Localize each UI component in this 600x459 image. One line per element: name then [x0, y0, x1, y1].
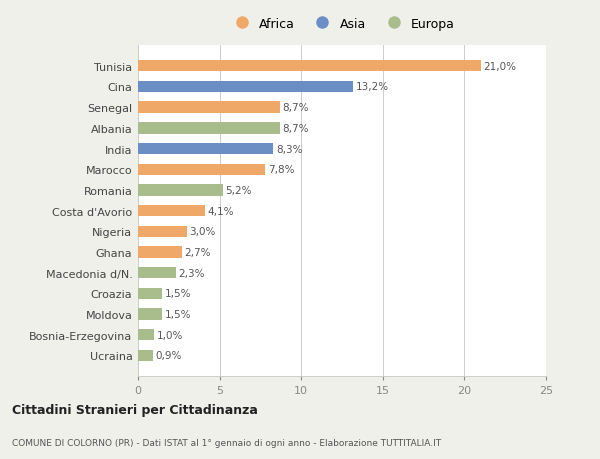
Text: Cittadini Stranieri per Cittadinanza: Cittadini Stranieri per Cittadinanza: [12, 403, 258, 416]
Text: 1,0%: 1,0%: [157, 330, 183, 340]
Bar: [138, 102, 280, 113]
Text: 5,2%: 5,2%: [226, 185, 252, 196]
Text: 2,3%: 2,3%: [178, 268, 205, 278]
Bar: [138, 61, 481, 72]
Text: 8,3%: 8,3%: [276, 144, 302, 154]
Bar: [138, 123, 280, 134]
Text: 0,9%: 0,9%: [155, 351, 182, 361]
Bar: [138, 309, 163, 320]
Text: 1,5%: 1,5%: [165, 289, 191, 299]
Text: 21,0%: 21,0%: [483, 62, 516, 72]
Bar: [138, 247, 182, 258]
Bar: [138, 144, 274, 155]
Bar: [138, 288, 163, 299]
Bar: [138, 330, 154, 341]
Bar: [138, 164, 265, 175]
Bar: [138, 82, 353, 93]
Text: 13,2%: 13,2%: [356, 82, 389, 92]
Legend: Africa, Asia, Europa: Africa, Asia, Europa: [224, 12, 460, 35]
Text: 3,0%: 3,0%: [190, 227, 216, 237]
Text: 8,7%: 8,7%: [283, 103, 309, 113]
Text: 7,8%: 7,8%: [268, 165, 294, 175]
Bar: [138, 350, 152, 361]
Text: 1,5%: 1,5%: [165, 309, 191, 319]
Bar: [138, 185, 223, 196]
Bar: [138, 226, 187, 237]
Bar: [138, 268, 176, 279]
Text: 2,7%: 2,7%: [185, 247, 211, 257]
Text: 4,1%: 4,1%: [208, 206, 234, 216]
Bar: [138, 206, 205, 217]
Text: 8,7%: 8,7%: [283, 123, 309, 134]
Text: COMUNE DI COLORNO (PR) - Dati ISTAT al 1° gennaio di ogni anno - Elaborazione TU: COMUNE DI COLORNO (PR) - Dati ISTAT al 1…: [12, 438, 441, 447]
